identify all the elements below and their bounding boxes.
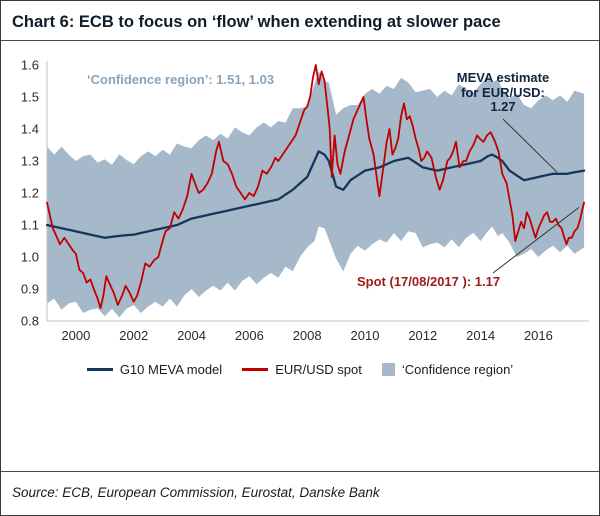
y-tick-label: 1.4 bbox=[21, 122, 39, 137]
confidence-annotation: ‘Confidence region’: 1.51, 1.03 bbox=[87, 72, 275, 87]
whitespace bbox=[1, 387, 599, 471]
legend-item-meva-model: G10 MEVA model bbox=[86, 361, 223, 377]
y-tick-label: 0.8 bbox=[21, 314, 39, 329]
y-tick-label: 1.6 bbox=[21, 58, 39, 73]
chart-canvas: 0.8 0.9 1.0 1.1 1.2 1.3 1.4 1.5 1.6 2000 2002 2004 2… bbox=[21, 58, 589, 343]
confidence-region-swatch-icon bbox=[381, 362, 395, 376]
legend-label: G10 MEVA model bbox=[119, 361, 223, 377]
source-note: Source: ECB, European Commission, Eurost… bbox=[1, 471, 599, 515]
meva-leader-line bbox=[502, 118, 558, 173]
y-tick-label: 0.9 bbox=[21, 282, 39, 297]
y-tick-label: 1.1 bbox=[21, 218, 39, 233]
spot-leader-line bbox=[492, 207, 580, 274]
x-tick-label: 2002 bbox=[119, 328, 148, 343]
meva-annotation-line1: MEVA estimate bbox=[456, 70, 550, 85]
spot-line-swatch-icon bbox=[242, 367, 269, 371]
x-tick-label: 2000 bbox=[61, 328, 90, 343]
spot-annotation: Spot (17/08/2017 ): 1.17 bbox=[357, 274, 501, 289]
legend-label: EUR/USD spot bbox=[275, 361, 362, 377]
x-tick-label: 2012 bbox=[408, 328, 437, 343]
page-title: Chart 6: ECB to focus on ‘flow’ when ext… bbox=[12, 13, 501, 31]
x-tick-label: 2008 bbox=[293, 328, 322, 343]
x-tick-label: 2006 bbox=[235, 328, 264, 343]
meva-annotation: MEVA estimate for EUR/USD: 1.27 bbox=[431, 70, 575, 115]
chart-area: 0.8 0.9 1.0 1.1 1.2 1.3 1.4 1.5 1.6 2000 2002 2004 2… bbox=[1, 45, 599, 351]
x-tick-label: 2014 bbox=[466, 328, 495, 343]
legend-item-eurusd-spot: EUR/USD spot bbox=[242, 362, 362, 377]
y-tick-label: 1.3 bbox=[21, 154, 39, 169]
confidence-band bbox=[47, 71, 585, 318]
chart-legend: G10 MEVA model EUR/USD spot ‘Confidence … bbox=[1, 351, 599, 387]
series-line-meva-model bbox=[45, 150, 586, 239]
meva-annotation-line2: for EUR/USD: bbox=[461, 84, 545, 100]
legend-label: ‘Confidence region’ bbox=[401, 361, 514, 377]
y-tick-label: 1.0 bbox=[21, 250, 39, 265]
header: Chart 6: ECB to focus on ‘flow’ when ext… bbox=[1, 1, 599, 41]
legend-item-confidence-region: ‘Confidence region’ bbox=[381, 361, 514, 377]
series-line-eurusd-spot bbox=[46, 64, 585, 310]
y-tick-label: 1.5 bbox=[21, 90, 39, 105]
x-tick-label: 2016 bbox=[524, 328, 553, 343]
x-tick-label: 2010 bbox=[351, 328, 380, 343]
meva-annotation-value: 1.27 bbox=[490, 99, 516, 114]
meva-line-swatch-icon bbox=[86, 367, 113, 371]
y-tick-label: 1.2 bbox=[21, 186, 39, 201]
x-tick-label: 2004 bbox=[177, 328, 206, 343]
